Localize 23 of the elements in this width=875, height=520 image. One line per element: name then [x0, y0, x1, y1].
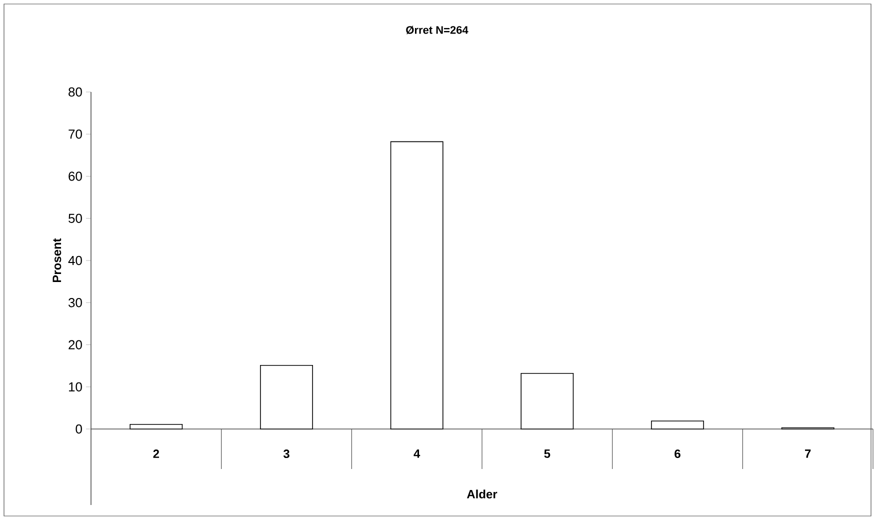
chart-title: Ørret N=264: [406, 26, 468, 34]
x-tick-label: 7: [805, 450, 811, 458]
y-tick-label: 0: [76, 424, 82, 434]
y-tick-label: 80: [68, 87, 82, 97]
x-tick-label: 4: [414, 450, 420, 458]
y-axis-title: Prosent: [52, 238, 62, 282]
bar: [130, 424, 183, 430]
bar: [390, 141, 444, 430]
x-axis-title: Alder: [466, 490, 498, 498]
y-tick-label: 10: [69, 382, 82, 392]
y-tick-label: 40: [68, 256, 82, 266]
y-tick-label: 60: [68, 172, 82, 181]
y-tick-label: 50: [68, 214, 82, 223]
y-tick-label: 30: [68, 298, 82, 308]
bar: [520, 372, 574, 430]
bar: [260, 364, 313, 430]
y-tick-label: 20: [68, 340, 82, 350]
bar: [651, 420, 704, 430]
y-tick-label: 70: [68, 130, 82, 139]
x-tick-label: 3: [283, 450, 290, 458]
x-tick-label: 2: [153, 450, 160, 458]
x-tick-label: 6: [674, 450, 680, 458]
x-tick-label: 5: [544, 450, 550, 458]
